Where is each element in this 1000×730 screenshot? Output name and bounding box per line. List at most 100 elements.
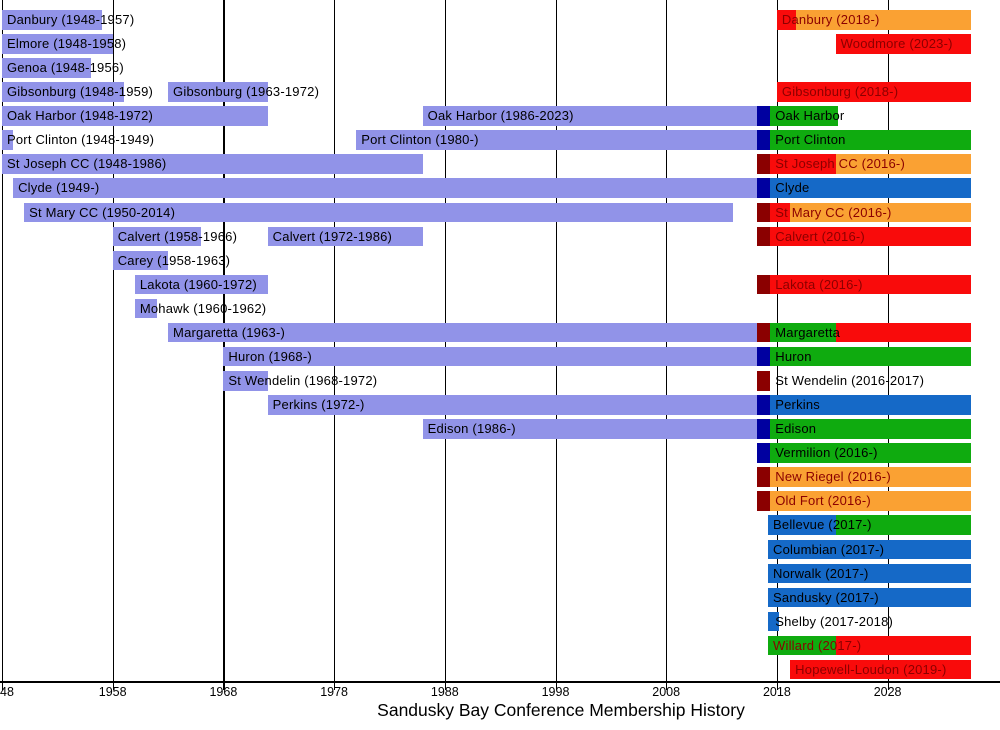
bar-label: Shelby (2017-2018)	[775, 613, 894, 629]
bar-segment	[756, 226, 771, 247]
timeline-row: Hopewell-Loudon (2019-)	[0, 659, 1000, 680]
bar-segment	[756, 154, 771, 174]
bar-label: Calvert (2016-)	[775, 228, 865, 244]
bar-label: Margaretta (1963-)	[173, 324, 286, 340]
timeline-row: St Wendelin (1968-1972) St Wendelin (2016…	[0, 371, 1000, 391]
bar-label: Willard (2017-)	[773, 637, 862, 653]
bar-label: Sandusky (2017-)	[773, 589, 879, 605]
axis-tick	[666, 682, 668, 690]
bar-segment	[768, 611, 780, 632]
axis-tick-label: 1968	[209, 685, 238, 699]
bar-segment	[770, 419, 971, 439]
bar-segment	[756, 202, 771, 223]
bar-segment	[2, 130, 14, 150]
bar-segment	[770, 467, 971, 487]
bar-label: St Joseph CC (2016-)	[775, 156, 905, 172]
bar-label: Huron	[775, 348, 812, 364]
bar-segment	[770, 202, 791, 223]
axis-tick-label: 48	[0, 685, 14, 699]
bar-segment	[770, 443, 971, 463]
bar-label: St Mary CC (1950-2014)	[29, 204, 176, 220]
bar-segment	[770, 346, 971, 367]
timeline-row: Huron (1968-) Huron	[0, 346, 1000, 367]
timeline-row: Sandusky (2017-)	[0, 587, 1000, 608]
bar-segment	[756, 106, 771, 126]
bar-segment	[756, 443, 771, 463]
axis-tick	[2, 682, 4, 690]
bar-label: Edison	[775, 421, 817, 437]
timeline-row: Bellevue (2017-)	[0, 515, 1000, 535]
bar-segment	[13, 178, 757, 198]
bar-segment	[770, 491, 971, 511]
axis-tick	[223, 682, 225, 690]
bar-segment	[835, 34, 971, 54]
axis-tick-label: 1978	[320, 685, 348, 699]
bar-label: Port Clinton (1948-1949)	[7, 132, 155, 148]
bar-segment	[770, 178, 971, 198]
axis-tick	[444, 682, 447, 690]
bar-segment	[790, 659, 971, 680]
timeline-row: New Riegel (2016-)	[0, 467, 1000, 487]
bar-segment	[756, 322, 771, 343]
timeline-row: Margaretta (1963-) Margaretta	[0, 322, 1000, 343]
bar-label: Gibsonburg (1963-1972)	[173, 84, 320, 100]
timeline-row: Columbian (2017-)	[0, 539, 1000, 560]
bar-label: New Riegel (2016-)	[775, 469, 891, 485]
bar-label: Oak Harbor (1986-2023)	[427, 108, 574, 124]
bar-label: Danbury (2018-)	[781, 12, 880, 27]
axis-tick	[776, 682, 779, 690]
gridline	[112, 0, 114, 682]
bar-label: Huron (1968-)	[228, 348, 312, 364]
bar-segment	[756, 371, 771, 391]
timeline-row: Danbury (1948-1957) Danbury (2018-)	[0, 10, 1000, 30]
bar-label: Bellevue (2017-)	[773, 517, 872, 533]
timeline-row: Port Clinton (1948-1949) Port Clinton (19…	[0, 130, 1000, 150]
axis-tick	[887, 682, 889, 690]
timeline-row: Genoa (1948-1956)	[0, 58, 1000, 78]
timeline-row: Shelby (2017-2018)	[0, 611, 1000, 632]
bar-segment	[223, 346, 757, 367]
axis-tick-label: 1988	[430, 685, 459, 699]
bar-label: St Joseph CC (1948-1986)	[7, 156, 167, 172]
bar-segment	[756, 395, 771, 415]
bar-segment	[756, 467, 771, 487]
bar-label: St Wendelin (2016-2017)	[775, 373, 925, 389]
bar-label: Lakota (2016-)	[775, 276, 863, 292]
bar-segment	[768, 563, 971, 584]
bar-segment	[756, 346, 771, 367]
bar-segment	[112, 226, 202, 247]
timeline-row: St Mary CC (1950-2014) St Mary CC (2016-)	[0, 202, 1000, 223]
bar-segment	[770, 322, 836, 343]
bar-label: Vermilion (2016-)	[775, 445, 878, 461]
gridline	[2, 0, 4, 682]
bar-segment	[356, 130, 757, 150]
axis-tick	[555, 682, 557, 690]
bar-label: Hopewell-Loudon (2019-)	[795, 661, 947, 677]
timeline-row: Perkins (1972-) Perkins	[0, 395, 1000, 415]
bar-segment	[756, 419, 771, 439]
bar-segment	[267, 226, 423, 247]
bar-segment	[768, 539, 971, 560]
bar-label: Woodmore (2023-)	[840, 36, 953, 52]
bar-segment	[756, 130, 771, 150]
bar-label: Carey (1958-1963)	[117, 252, 231, 268]
bar-segment	[790, 202, 971, 223]
timeline-row: Old Fort (2016-)	[0, 491, 1000, 511]
bar-label: Port Clinton	[775, 132, 846, 148]
bar-segment	[422, 106, 757, 126]
bar-segment	[795, 10, 971, 30]
bar-segment	[835, 515, 971, 535]
timeline-row: Willard (2017-)	[0, 635, 1000, 656]
timeline-row: St Joseph CC (1948-1986) St Joseph CC (20…	[0, 154, 1000, 174]
timeline-row: Clyde (1949-) Clyde	[0, 178, 1000, 198]
bar-segment	[776, 10, 796, 30]
bar-segment	[422, 419, 757, 439]
timeline-row: Vermilion (2016-)	[0, 443, 1000, 463]
bar-label: St Mary CC (2016-)	[775, 204, 892, 220]
bar-segment	[168, 82, 268, 102]
bar-segment	[2, 58, 91, 78]
timeline-row: Oak Harbor (1948-1972) Oak Harbor (1986-2…	[0, 106, 1000, 126]
bar-label: Mohawk (1960-1962)	[139, 300, 267, 316]
timeline-row: Lakota (1960-1972) Lakota (2016-)	[0, 274, 1000, 295]
